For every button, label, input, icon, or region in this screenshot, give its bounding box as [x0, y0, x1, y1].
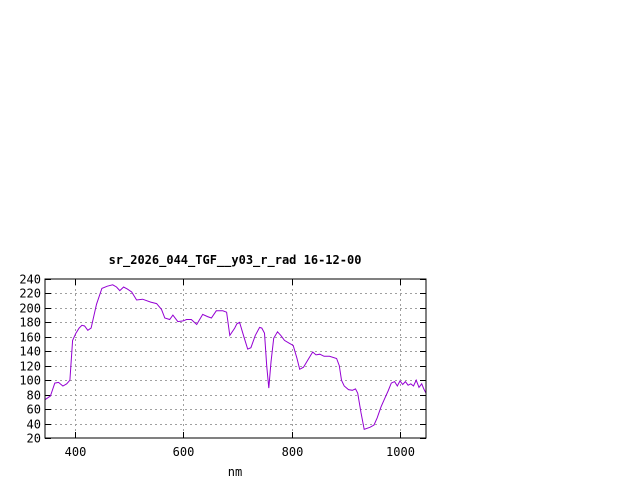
x-tick-label: 400 — [65, 445, 87, 459]
y-tick-label: 100 — [19, 374, 41, 388]
grid — [45, 279, 426, 438]
x-tick-label: 1000 — [386, 445, 415, 459]
chart-title: sr_2026_044_TGF__y03_r_rad 16-12-00 — [109, 253, 362, 268]
y-tick-label: 200 — [19, 302, 41, 316]
y-tick-label: 240 — [19, 273, 41, 287]
y-tick-label: 20 — [27, 432, 41, 446]
y-tick-label: 60 — [27, 403, 41, 417]
x-axis-label: nm — [228, 465, 242, 479]
y-tick-label: 160 — [19, 331, 41, 345]
x-tick-label: 600 — [173, 445, 195, 459]
y-tick-label: 220 — [19, 287, 41, 301]
y-tick-label: 140 — [19, 345, 41, 359]
y-tick-label: 120 — [19, 360, 41, 374]
x-tick-label: 800 — [282, 445, 304, 459]
y-tick-label: 40 — [27, 418, 41, 432]
y-tick-label: 80 — [27, 389, 41, 403]
series-line — [44, 284, 427, 430]
y-tick-label: 180 — [19, 316, 41, 330]
plot-frame — [44, 278, 427, 439]
